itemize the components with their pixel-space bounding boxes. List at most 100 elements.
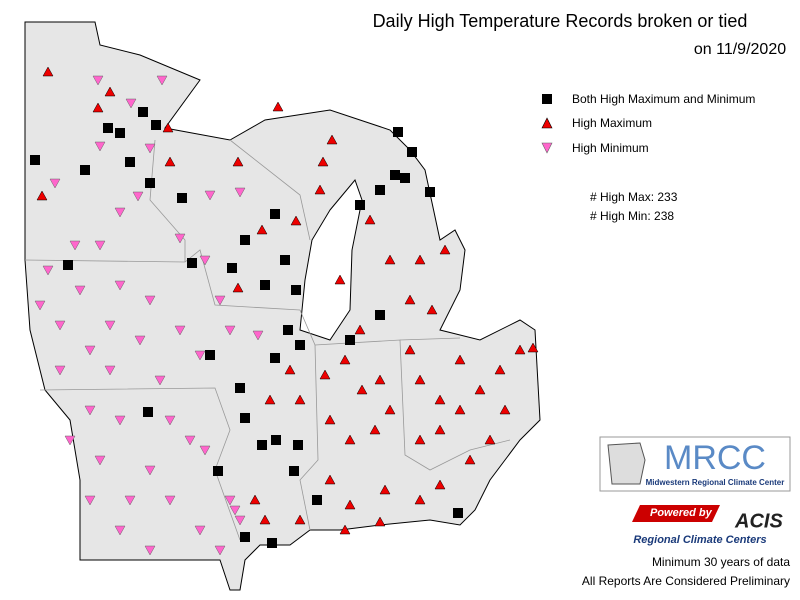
marker-both: [63, 260, 73, 270]
marker-high-max: [484, 434, 496, 445]
marker-both: [227, 263, 237, 273]
state-line: [149, 139, 186, 262]
marker-high-min: [144, 143, 156, 154]
marker-high-max: [414, 254, 426, 265]
marker-high-max: [326, 134, 338, 145]
marker-high-max: [324, 474, 336, 485]
marker-high-min: [132, 191, 144, 202]
marker-high-min: [124, 495, 136, 506]
marker-high-min: [154, 375, 166, 386]
marker-high-min: [164, 415, 176, 426]
marker-high-min: [54, 320, 66, 331]
marker-both: [145, 178, 155, 188]
marker-high-max: [369, 424, 381, 435]
marker-high-max: [92, 102, 104, 113]
marker-both: [177, 193, 187, 203]
marker-both: [80, 165, 90, 175]
marker-high-max: [414, 494, 426, 505]
marker-high-min: [74, 285, 86, 296]
marker-both: [143, 407, 153, 417]
marker-high-max: [256, 224, 268, 235]
marker-high-max: [104, 86, 116, 97]
marker-high-max: [42, 66, 54, 77]
marker-high-min: [104, 320, 116, 331]
state-line: [399, 337, 461, 341]
marker-both: [103, 123, 113, 133]
marker-both: [400, 173, 410, 183]
marker-high-min: [84, 405, 96, 416]
marker-both: [453, 508, 463, 518]
note: Minimum 30 years of data: [652, 555, 790, 569]
marker-high-max: [290, 215, 302, 226]
marker-high-min: [199, 445, 211, 456]
marker-high-min: [64, 435, 76, 446]
marker-both: [240, 413, 250, 423]
marker-both: [187, 258, 197, 268]
legend-square: [542, 94, 552, 104]
marker-both: [151, 120, 161, 130]
marker-high-max: [284, 364, 296, 375]
marker-high-min: [92, 75, 104, 86]
marker-high-max: [364, 214, 376, 225]
acis-text: ACIS: [734, 510, 783, 532]
marker-both: [205, 350, 215, 360]
marker-high-min: [214, 545, 226, 556]
marker-high-min: [234, 515, 246, 526]
marker-high-max: [356, 384, 368, 395]
marker-high-min: [34, 300, 46, 311]
marker-both: [213, 466, 223, 476]
marker-high-max: [162, 122, 174, 133]
note: All Reports Are Considered Preliminary: [582, 574, 790, 588]
marker-high-min: [49, 178, 61, 189]
marker-high-max: [474, 384, 486, 395]
marker-high-max: [339, 524, 351, 535]
marker-high-min: [94, 141, 106, 152]
marker-high-min: [252, 330, 264, 341]
marker-high-max: [344, 499, 356, 510]
marker-both: [425, 187, 435, 197]
marker-high-max: [374, 516, 386, 527]
legend-triangle-down: [541, 142, 553, 154]
state-line: [314, 339, 511, 471]
marker-both: [375, 310, 385, 320]
marker-high-max: [527, 342, 539, 353]
marker-high-min: [69, 240, 81, 251]
marker-both: [235, 383, 245, 393]
station-markers: [30, 66, 539, 556]
state-line: [24, 249, 301, 311]
marker-high-max: [404, 344, 416, 355]
marker-high-min: [144, 465, 156, 476]
marker-both: [280, 255, 290, 265]
marker-both: [257, 440, 267, 450]
marker-high-min: [204, 190, 216, 201]
marker-both: [270, 353, 280, 363]
marker-high-min: [94, 240, 106, 251]
marker-high-min: [224, 325, 236, 336]
marker-both: [115, 128, 125, 138]
marker-high-min: [134, 335, 146, 346]
marker-high-min: [54, 365, 66, 376]
marker-both: [30, 155, 40, 165]
marker-high-max: [319, 369, 331, 380]
marker-high-max: [384, 254, 396, 265]
marker-both: [260, 280, 270, 290]
marker-high-max: [164, 156, 176, 167]
marker-high-max: [434, 424, 446, 435]
title: Daily High Temperature Records broken or…: [373, 11, 748, 31]
marker-high-max: [314, 184, 326, 195]
marker-high-max: [249, 494, 261, 505]
state-line: [299, 309, 319, 531]
marker-high-min: [114, 207, 126, 218]
marker-both: [240, 532, 250, 542]
marker-high-min: [194, 350, 206, 361]
state-line: [39, 387, 241, 541]
marker-both: [270, 209, 280, 219]
marker-both: [289, 466, 299, 476]
marker-high-max: [494, 364, 506, 375]
marker-high-max: [344, 434, 356, 445]
mrcc-logo-text: MRCC: [664, 439, 766, 477]
marker-both: [283, 325, 293, 335]
mrcc-logo-map: [607, 442, 646, 485]
acis-rcc: Regional Climate Centers: [633, 534, 766, 546]
